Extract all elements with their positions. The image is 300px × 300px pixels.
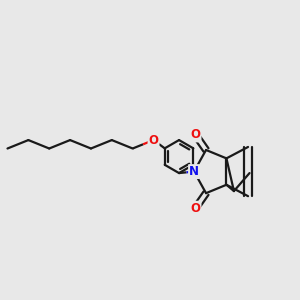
Text: N: N [189,165,199,178]
Text: O: O [148,134,158,147]
Text: O: O [190,128,200,142]
Text: O: O [190,202,200,215]
